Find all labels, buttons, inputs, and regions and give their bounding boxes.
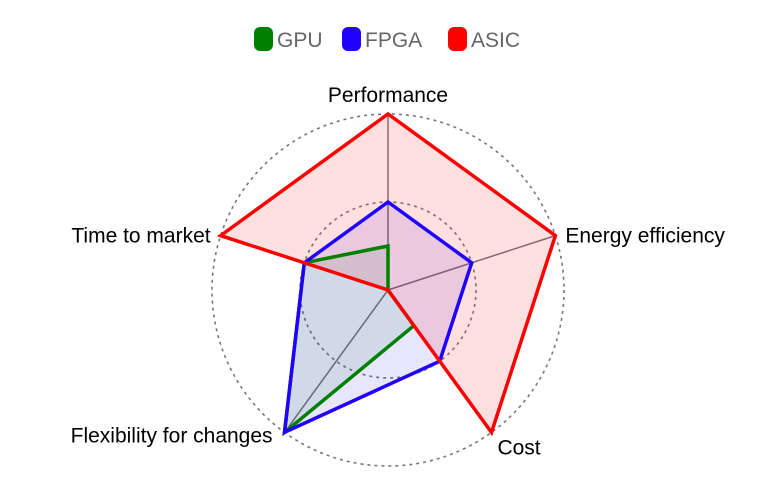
axis-label-2: Energy efficiency — [565, 225, 725, 248]
radar-series — [216, 111, 558, 437]
axis-label-3: Cost — [497, 436, 540, 459]
series-area-gpu — [284, 246, 414, 433]
legend-item-asic[interactable]: ASIC — [448, 27, 520, 52]
axis-line-4 — [283, 289, 389, 433]
axis-label-5: Time to market — [71, 225, 210, 248]
series-line-asic — [216, 111, 558, 437]
legend-item-gpu[interactable]: GPU — [254, 27, 323, 52]
axis-labels: Performance Energy efficiency Cost Flexibil… — [71, 84, 726, 459]
legend-swatch-gpu — [254, 27, 273, 51]
series-line-fpga — [282, 199, 474, 436]
legend-swatch-fpga — [342, 27, 361, 51]
legend-item-fpga[interactable]: FPGA — [342, 27, 422, 52]
axis-label-4: Flexibility for changes — [71, 424, 273, 447]
legend-label-gpu: GPU — [277, 29, 323, 52]
grid-ring-2 — [211, 113, 565, 467]
axis-label-1: Performance — [328, 84, 448, 107]
legend: GPU FPGA ASIC — [254, 27, 520, 52]
series-area-fpga — [284, 202, 472, 433]
legend-label-asic: ASIC — [471, 29, 520, 52]
legend-swatch-asic — [448, 27, 467, 51]
legend-label-fpga: FPGA — [365, 29, 422, 52]
series-line-gpu — [282, 243, 417, 437]
